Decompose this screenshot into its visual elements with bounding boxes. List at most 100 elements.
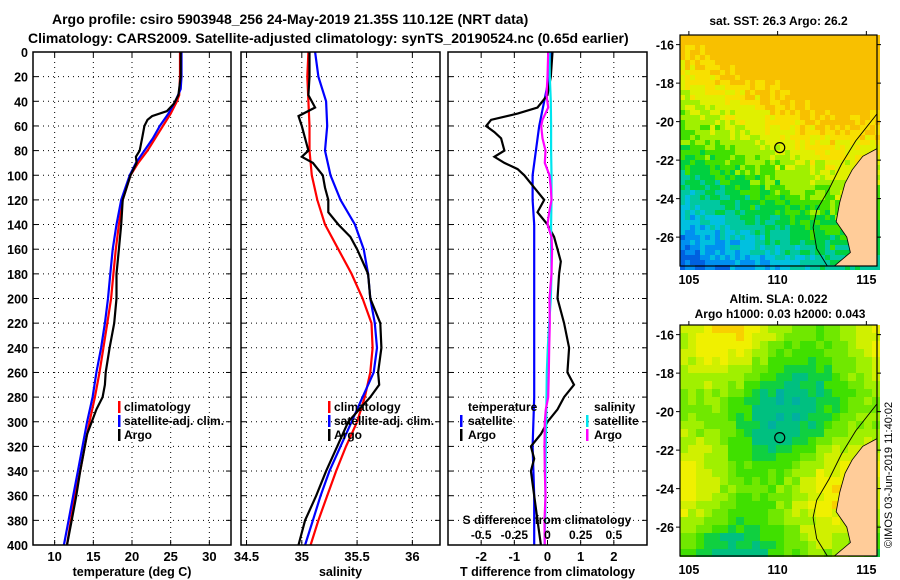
map-cell (865, 65, 870, 70)
map-cell (780, 200, 785, 205)
map-cell (710, 115, 715, 120)
map-cell (760, 210, 765, 215)
map-cell (820, 235, 825, 240)
map-cell (820, 40, 825, 45)
map-cell (810, 85, 815, 90)
map-cell (816, 549, 824, 557)
map-cell (700, 115, 705, 120)
map-cell (856, 333, 864, 341)
map-cell (840, 265, 845, 270)
map-cell (715, 75, 720, 80)
map-cell (845, 265, 850, 270)
map-cell (720, 60, 725, 65)
map-cell (768, 381, 776, 389)
map-cell (715, 135, 720, 140)
x-tick-label: -2 (475, 549, 487, 564)
map-cell (800, 190, 805, 195)
map-cell (848, 373, 856, 381)
map-cell (808, 445, 816, 453)
map-cell (760, 389, 768, 397)
map-cell (775, 175, 780, 180)
map-cell (785, 65, 790, 70)
map-cell (785, 50, 790, 55)
map-cell (765, 35, 770, 40)
map-cell (865, 40, 870, 45)
map-cell (776, 421, 784, 429)
y-tick-label: 240 (7, 342, 28, 356)
map-cell (710, 230, 715, 235)
map-cell (805, 240, 810, 245)
map-cell (835, 110, 840, 115)
map-cell (832, 525, 840, 533)
map-cell (730, 90, 735, 95)
map-cell (704, 469, 712, 477)
map-cell (744, 461, 752, 469)
map-cell (795, 80, 800, 85)
map-cell (680, 205, 685, 210)
map-cell (685, 120, 690, 125)
map-cell (700, 190, 705, 195)
map-cell (720, 549, 728, 557)
map-cell (785, 230, 790, 235)
map-cell (696, 381, 704, 389)
map-cell (745, 135, 750, 140)
map-cell (824, 525, 832, 533)
map-cell (775, 195, 780, 200)
map-cell (865, 45, 870, 50)
map-cell (825, 55, 830, 60)
legend-swatch (460, 429, 463, 441)
map-cell (815, 255, 820, 260)
map-cell (730, 210, 735, 215)
map-cell (805, 105, 810, 110)
map-cell (680, 175, 685, 180)
map-cell (740, 150, 745, 155)
map-cell (845, 50, 850, 55)
map-cell (760, 445, 768, 453)
map-cell (792, 517, 800, 525)
map-cell (760, 397, 768, 405)
map-cell (745, 35, 750, 40)
map-cell (800, 485, 808, 493)
map-cell (770, 250, 775, 255)
map-cell (770, 80, 775, 85)
map-cell (768, 533, 776, 541)
map-cell (808, 357, 816, 365)
map-cell (810, 180, 815, 185)
map-cell (840, 40, 845, 45)
map-cell (685, 85, 690, 90)
map-cell (725, 40, 730, 45)
map-cell (800, 185, 805, 190)
map-cell (800, 115, 805, 120)
map-cell (696, 357, 704, 365)
map-cell (700, 245, 705, 250)
map-cell (875, 265, 880, 270)
map-cell (825, 185, 830, 190)
map-cell (730, 115, 735, 120)
map-cell (700, 165, 705, 170)
map-cell (760, 405, 768, 413)
map-cell (768, 341, 776, 349)
map-cell (700, 105, 705, 110)
map-cell (712, 357, 720, 365)
map-cell (800, 357, 808, 365)
map-cell (735, 225, 740, 230)
map-cell (780, 185, 785, 190)
map-cell (690, 255, 695, 260)
map-cell (728, 549, 736, 557)
map-cell (765, 255, 770, 260)
map-cell (744, 493, 752, 501)
map-cell (815, 230, 820, 235)
map-cell (715, 240, 720, 245)
map-cell (840, 155, 845, 160)
map-cell (760, 60, 765, 65)
map-cell (775, 65, 780, 70)
map-cell (728, 357, 736, 365)
map-cell (680, 130, 685, 135)
map-cell (820, 95, 825, 100)
map-cell (728, 389, 736, 397)
map-cell (752, 349, 760, 357)
map-cell (795, 255, 800, 260)
map-cell (765, 135, 770, 140)
map-cell (750, 120, 755, 125)
map-cell (792, 381, 800, 389)
